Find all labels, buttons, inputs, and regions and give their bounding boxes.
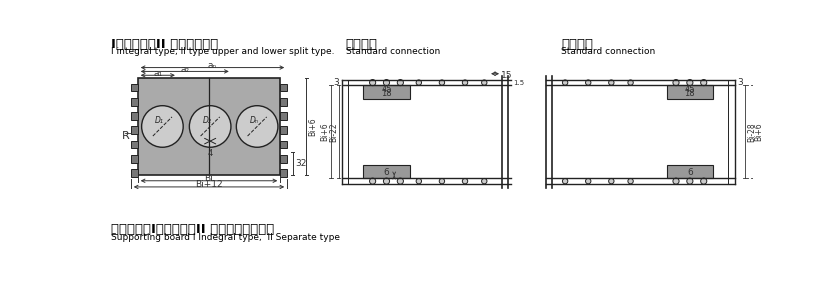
- Circle shape: [701, 80, 706, 86]
- Text: 6: 6: [687, 168, 693, 177]
- Circle shape: [462, 178, 467, 184]
- Circle shape: [369, 80, 376, 86]
- Text: Bi+6: Bi+6: [320, 123, 330, 141]
- Bar: [280, 169, 287, 177]
- Bar: [363, 85, 409, 99]
- Text: 3: 3: [334, 78, 340, 87]
- Circle shape: [586, 178, 591, 184]
- Text: 45: 45: [685, 85, 696, 94]
- Text: 15: 15: [501, 70, 513, 80]
- Bar: [363, 165, 409, 178]
- Text: I型整体式、II 型上下分开式: I型整体式、II 型上下分开式: [111, 38, 218, 51]
- Bar: [280, 127, 287, 134]
- Text: a₁: a₁: [154, 69, 163, 78]
- Circle shape: [416, 80, 421, 85]
- Bar: [131, 98, 138, 106]
- Circle shape: [440, 80, 445, 85]
- Circle shape: [608, 80, 614, 85]
- Circle shape: [190, 106, 231, 147]
- Circle shape: [628, 178, 633, 184]
- Text: 45: 45: [381, 85, 392, 94]
- Text: Bi+12: Bi+12: [195, 180, 223, 189]
- Circle shape: [369, 178, 376, 184]
- Text: Bi+6: Bi+6: [309, 117, 318, 136]
- Circle shape: [673, 178, 679, 184]
- Circle shape: [142, 106, 183, 147]
- Bar: [131, 155, 138, 163]
- Bar: [280, 112, 287, 120]
- Circle shape: [482, 178, 487, 184]
- Text: 3: 3: [737, 78, 743, 87]
- Circle shape: [673, 80, 679, 86]
- Circle shape: [562, 80, 568, 85]
- Circle shape: [383, 178, 389, 184]
- Text: aₙ: aₙ: [208, 61, 217, 70]
- Bar: [280, 98, 287, 106]
- Circle shape: [416, 178, 421, 184]
- Text: 1.5: 1.5: [513, 80, 524, 85]
- Circle shape: [383, 80, 389, 86]
- Circle shape: [687, 178, 693, 184]
- Text: 18: 18: [685, 89, 696, 98]
- Text: a₂: a₂: [180, 65, 190, 74]
- Text: 18: 18: [381, 89, 392, 98]
- Text: 标准联结: 标准联结: [561, 38, 593, 51]
- Circle shape: [586, 80, 591, 85]
- Text: 标准联结: 标准联结: [346, 38, 378, 51]
- Text: Supporting board I Indegral type,  II Separate type: Supporting board I Indegral type, II Sep…: [111, 233, 340, 242]
- Circle shape: [440, 178, 445, 184]
- Text: R: R: [122, 131, 129, 141]
- Text: Bi-22: Bi-22: [329, 122, 338, 142]
- Text: Standard connection: Standard connection: [561, 47, 655, 56]
- Bar: [280, 141, 287, 148]
- Text: Dₙ: Dₙ: [250, 116, 258, 125]
- Text: Bi-28: Bi-28: [747, 122, 756, 142]
- Bar: [131, 141, 138, 148]
- Circle shape: [462, 80, 467, 85]
- Text: I integral type, II type upper and lower split type.: I integral type, II type upper and lower…: [111, 47, 334, 56]
- Bar: [131, 84, 138, 92]
- Text: 4: 4: [207, 149, 213, 158]
- Text: D₂: D₂: [203, 116, 211, 125]
- Circle shape: [237, 106, 278, 147]
- Circle shape: [687, 80, 693, 86]
- Bar: [138, 78, 280, 175]
- Text: 32: 32: [294, 158, 306, 167]
- Bar: [131, 127, 138, 134]
- Text: 6: 6: [383, 168, 389, 177]
- Text: Bi: Bi: [205, 174, 213, 183]
- Bar: [667, 165, 713, 178]
- Bar: [667, 85, 713, 99]
- Text: Standard connection: Standard connection: [346, 47, 440, 56]
- Circle shape: [482, 80, 487, 85]
- Circle shape: [628, 80, 633, 85]
- Circle shape: [397, 80, 404, 86]
- Circle shape: [397, 178, 404, 184]
- Bar: [131, 169, 138, 177]
- Text: Bi+6: Bi+6: [754, 123, 763, 141]
- Bar: [131, 112, 138, 120]
- Circle shape: [701, 178, 706, 184]
- Bar: [280, 155, 287, 163]
- Text: D₁: D₁: [155, 116, 164, 125]
- Bar: [280, 84, 287, 92]
- Circle shape: [562, 178, 568, 184]
- Circle shape: [608, 178, 614, 184]
- Text: 拖链支撑板I型整体式、II 型上下分开式开孔: 拖链支撑板I型整体式、II 型上下分开式开孔: [111, 223, 274, 236]
